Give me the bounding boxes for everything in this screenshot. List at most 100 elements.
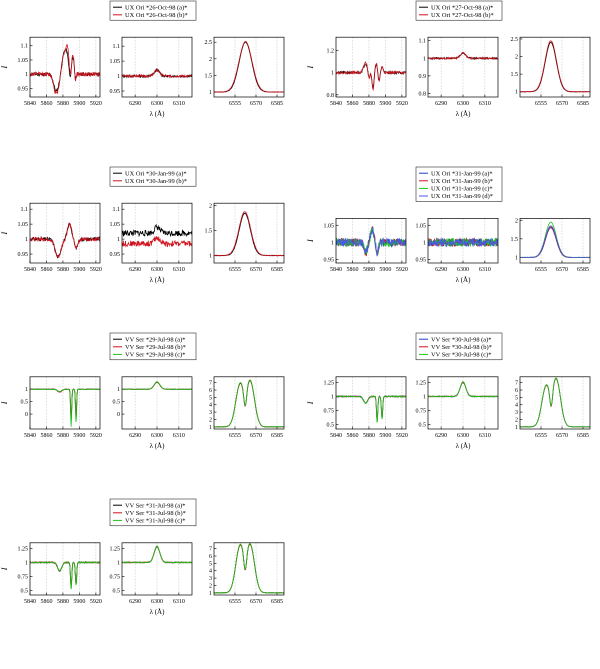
- figure-group: UX Ori *30-Jan-99 (a)*UX Ori *30-Jan-99 …: [0, 166, 285, 284]
- x-tick-label: 5920: [90, 101, 102, 107]
- plot-frame: [29, 202, 101, 264]
- y-tick-label: 1: [423, 394, 426, 400]
- plot-frame: [335, 376, 407, 430]
- spectrum-line: [30, 222, 100, 258]
- y-tick-label: 1: [117, 560, 120, 566]
- x-tick-label: 6555: [535, 433, 547, 439]
- spectrum-line: [214, 543, 284, 594]
- x-tick-label: 6555: [229, 267, 241, 273]
- panel-nad: 5840 5860 5880 5900 5920 0.95 1 1.05 1.1: [18, 36, 102, 107]
- y-tick-label: 1: [331, 71, 334, 77]
- y-tick-label: 1.1: [113, 207, 121, 213]
- x-tick-label: 6310: [173, 267, 185, 273]
- y-tick-label: 2: [515, 55, 518, 61]
- y-tick-label: 7: [515, 381, 518, 387]
- x-tick-label: 5840: [24, 433, 36, 439]
- x-tick-label: 6570: [556, 267, 568, 273]
- panel-ha: 6555 6570 6585 1 234 567: [209, 376, 285, 439]
- x-tick-label: 6585: [577, 433, 589, 439]
- y-axis-label: I: [306, 239, 315, 243]
- x-tick-label: 6290: [129, 267, 141, 273]
- x-tick-label: 5900: [73, 267, 85, 273]
- panel-nad: 5840 5860 5880 5900 5920 0.95 1 1.05: [324, 218, 408, 273]
- y-tick-label: 1.5: [205, 229, 213, 235]
- panel-ha: 6555 6570 6585 1 234 567: [515, 376, 591, 439]
- y-tick-label: 1: [515, 425, 518, 431]
- plot-frame: [121, 376, 193, 430]
- plot-frame: [335, 36, 407, 98]
- y-tick-label: 1: [117, 74, 120, 80]
- legend-label: UX Ori *27-Oct-98 (b)*: [431, 12, 494, 19]
- spectrum-line: [520, 225, 590, 259]
- y-tick-label: 1.25: [416, 380, 427, 386]
- y-tick-label: 1: [25, 72, 28, 78]
- y-tick-label: 0.5: [113, 400, 121, 406]
- spectrum-line: [214, 41, 284, 93]
- panel-nad: 5840 5860 5880 5900 5920 0 0.5 1: [21, 376, 102, 439]
- spectrum-line: [214, 212, 284, 257]
- y-axis-label: I: [306, 65, 315, 69]
- x-axis-label: λ (Å): [456, 276, 472, 284]
- spectrum-line: [30, 561, 100, 590]
- panel-ha: 6555 6570 6585 1 1.5 2: [511, 218, 591, 273]
- spectrum-line: [336, 60, 406, 92]
- x-tick-label: 5920: [396, 267, 408, 273]
- y-tick-label: 2: [515, 218, 518, 224]
- figure-group: UX Ori *27-Oct-98 (a)*UX Ori *27-Oct-98 …: [306, 0, 591, 118]
- x-tick-label: 5860: [346, 433, 358, 439]
- y-tick-label: 1.05: [110, 59, 121, 65]
- y-tick-label: 1.05: [324, 223, 335, 229]
- panel-oi: 6290 6300 6310 0.95 1 1.05 1.1: [110, 36, 193, 107]
- y-tick-label: 1: [25, 387, 28, 393]
- panel-ha: 6555 6570 6585 1 234 567: [209, 542, 285, 605]
- x-tick-label: 6570: [556, 101, 568, 107]
- y-tick-label: 0.95: [110, 89, 121, 95]
- y-axis-label: I: [0, 231, 9, 235]
- y-tick-label: 1.2: [327, 48, 335, 54]
- panel-nad: 5840 5860 5880 5900 5920 0.8 1 1.2: [327, 36, 408, 107]
- y-tick-label: 4: [209, 569, 212, 575]
- y-tick-label: 6: [209, 388, 212, 394]
- spectrum-line: [520, 378, 590, 428]
- legend-label: VV Ser *30-Jul-98 (a)*: [431, 336, 491, 343]
- y-tick-label: 1.5: [511, 237, 519, 243]
- x-tick-label: 6290: [129, 101, 141, 107]
- spectrum-line: [122, 223, 192, 238]
- x-tick-label: 6310: [173, 433, 185, 439]
- legend-label: VV Ser *29-Jul-98 (c)*: [125, 352, 185, 359]
- x-tick-label: 6290: [435, 101, 447, 107]
- spectrum-line: [336, 394, 406, 423]
- y-tick-label: 0.95: [110, 252, 121, 258]
- y-tick-label: 1: [209, 90, 212, 96]
- spectrum-line: [336, 227, 406, 257]
- figure-group: UX Ori *26-Oct-98 (a)*UX Ori *26-Oct-98 …: [0, 0, 285, 118]
- y-tick-label: 4: [209, 403, 212, 409]
- x-tick-label: 6290: [129, 599, 141, 605]
- x-tick-label: 5900: [73, 101, 85, 107]
- x-tick-label: 5920: [396, 433, 408, 439]
- y-tick-label: 2.5: [205, 40, 213, 46]
- figure-group: UX Ori *31-Jan-99 (a)*UX Ori *31-Jan-99 …: [306, 166, 591, 284]
- legend-label: VV Ser *30-Jul-98 (b)*: [431, 344, 492, 351]
- y-tick-label: 1: [515, 90, 518, 96]
- x-tick-label: 5880: [363, 433, 375, 439]
- y-tick-label: 1: [423, 56, 426, 62]
- y-tick-label: 0.95: [416, 258, 427, 264]
- legend: UX Ori *26-Oct-98 (a)*UX Ori *26-Oct-98 …: [109, 0, 197, 21]
- y-tick-label: 1: [25, 237, 28, 243]
- x-tick-label: 6290: [435, 267, 447, 273]
- x-tick-label: 5920: [90, 599, 102, 605]
- y-axis-label: I: [0, 65, 9, 69]
- y-tick-label: 1.05: [18, 222, 29, 228]
- y-tick-label: 0.95: [18, 86, 29, 92]
- legend-label: UX Ori *30-Jan-99 (a)*: [125, 170, 187, 177]
- x-tick-label: 6555: [535, 101, 547, 107]
- y-tick-label: 0.5: [327, 423, 335, 429]
- panel-ha: 6555 6570 6585 1 1.5 2 2.5: [511, 36, 591, 107]
- x-axis-label: λ (Å): [456, 110, 472, 118]
- x-tick-label: 5900: [379, 433, 391, 439]
- y-tick-label: 1: [117, 237, 120, 243]
- y-tick-label: 2.5: [511, 37, 519, 43]
- plot-frame: [213, 202, 285, 264]
